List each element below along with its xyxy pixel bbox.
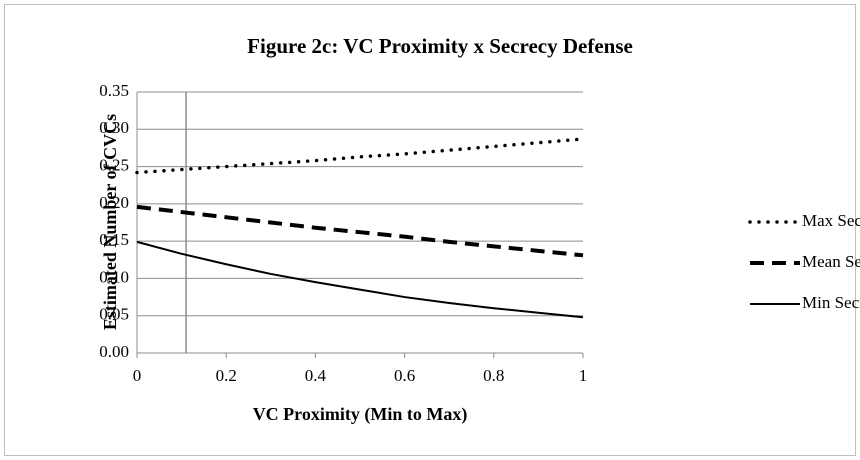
y-axis-label: Estimated Number of CVCs: [100, 114, 120, 330]
y-tick-label: 0.15: [99, 230, 129, 249]
x-axis-label: VC Proximity (Min to Max): [253, 404, 468, 425]
y-tick-label: 0.00: [99, 342, 129, 361]
chart-title: Figure 2c: VC Proximity x Secrecy Defens…: [247, 34, 633, 58]
y-tick-label: 0.05: [99, 305, 129, 324]
y-tick-label: 0.30: [99, 118, 129, 137]
series-line: [135, 137, 585, 175]
y-tick-label: 0.25: [99, 155, 129, 174]
y-tick-label: 0.35: [99, 81, 129, 100]
y-tick-label: 0.20: [99, 193, 129, 212]
chart-border: [4, 4, 856, 456]
legend-label: Min Secrecy: [802, 293, 860, 312]
x-tick-label: 0: [133, 366, 142, 385]
y-tick-label: 0.10: [99, 267, 129, 286]
legend-label: Mean Secrecy: [802, 252, 860, 271]
series-line: [136, 240, 584, 319]
x-tick-label: 0.4: [305, 366, 327, 385]
x-tick-label: 0.6: [394, 366, 415, 385]
series-line: [136, 204, 584, 258]
x-tick-label: 1: [579, 366, 588, 385]
x-tick-label: 0.8: [483, 366, 504, 385]
legend-label: Max Secrecy: [802, 211, 860, 230]
x-tick-label: 0.2: [216, 366, 237, 385]
